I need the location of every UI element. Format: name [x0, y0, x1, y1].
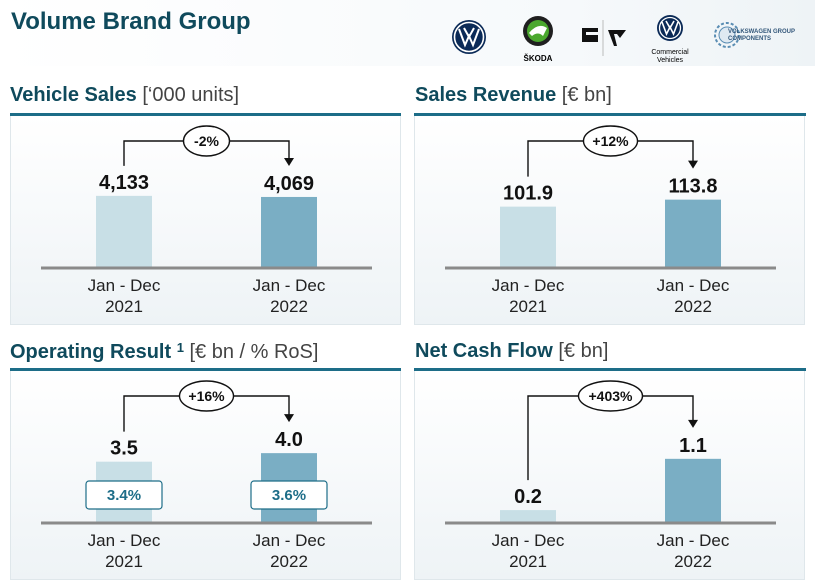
vehicle-sales-title: Vehicle Sales — [10, 84, 137, 106]
sales_revenue-change-badge — [582, 125, 639, 157]
net-cash-flow-rule — [414, 368, 806, 371]
page-title: Volume Brand Group — [11, 8, 251, 35]
skoda-logo: ŠKODA — [516, 14, 560, 63]
operating_result-value-label-1: 4.0 — [275, 429, 303, 451]
commercial-vehicles-caption: Commercial Vehicles — [651, 49, 689, 64]
operating_result-change-badge — [178, 380, 235, 412]
net-cash-flow-title: Net Cash Flow — [415, 340, 553, 362]
operating-result-footnote: 1 — [176, 340, 184, 355]
net_cash_flow-value-label-1: 1.1 — [679, 435, 707, 457]
vehicle_sales-category-label-0-0: Jan - Dec — [88, 276, 161, 295]
sales_revenue-category-label-1-0: Jan - Dec — [657, 276, 730, 295]
operating_result-change-arrowhead — [284, 414, 294, 423]
vehicle_sales-value-label-0: 4,133 — [99, 172, 149, 194]
vehicle-sales-unit: [‘000 units] — [142, 84, 240, 106]
sales_revenue-change-arrowhead — [688, 160, 698, 169]
operating-result-chart: 3.5 Jan - Dec 2021 3.4% 4.0 Jan - Dec 2022 3.6%… — [10, 371, 401, 580]
operating_result-category-label-1-0: Jan - Dec — [253, 531, 326, 550]
net-cash-flow-svg: 0.2 Jan - Dec 2021 1.1 Jan - Dec 2022 +403% — [445, 380, 776, 571]
sales_revenue-bar-1 — [665, 199, 721, 267]
net_cash_flow-category-label-0-1: 2021 — [509, 552, 547, 571]
operating_result-category-label-0-0: Jan - Dec — [88, 531, 161, 550]
sales_revenue-category-label-1-1: 2022 — [674, 297, 712, 316]
net-cash-flow-chart: 0.2 Jan - Dec 2021 1.1 Jan - Dec 2022 +403% — [414, 371, 805, 580]
vw-commercial-vehicles-logo: Commercial Vehicles — [646, 14, 694, 65]
vehicle-sales-heading: Vehicle Sales [‘000 units] — [10, 84, 239, 107]
operating_result-change-label: +16% — [188, 388, 225, 404]
net_cash_flow-value-label-0: 0.2 — [514, 486, 542, 508]
sales_revenue-change-label: +12% — [592, 133, 629, 149]
net_cash_flow-category-label-1-1: 2022 — [674, 552, 712, 571]
vehicle-sales-rule — [10, 113, 401, 116]
net_cash_flow-change-badge — [577, 380, 644, 412]
net_cash_flow-change-label: +403% — [589, 388, 634, 404]
sales-revenue-svg: 101.9 Jan - Dec 2021 113.8 Jan - Dec 2022 +12% — [445, 125, 776, 316]
vehicle_sales-bar-1 — [261, 196, 317, 267]
operating-result-svg: 3.5 Jan - Dec 2021 3.4% 4.0 Jan - Dec 2022 3.6%… — [41, 380, 372, 571]
vehicle_sales-category-label-0-1: 2021 — [105, 297, 143, 316]
vehicle_sales-category-label-1-1: 2022 — [270, 297, 308, 316]
operating_result-ros-label-1: 3.6% — [272, 487, 306, 504]
vehicle_sales-change-label: -2% — [194, 133, 219, 149]
sales_revenue-bar-0 — [500, 206, 556, 267]
sales-revenue-unit: [€ bn] — [561, 84, 612, 106]
net_cash_flow-change-arrowhead — [688, 419, 698, 428]
vw-logo — [450, 18, 488, 61]
operating-result-unit: [€ bn / % RoS] — [189, 341, 319, 363]
vehicle-sales-svg: 4,133 Jan - Dec 2021 4,069 Jan - Dec 2022 -2% — [41, 125, 372, 316]
skoda-logo-caption: ŠKODA — [523, 54, 553, 63]
sales_revenue-category-label-0-1: 2021 — [509, 297, 547, 316]
sales-revenue-chart: 101.9 Jan - Dec 2021 113.8 Jan - Dec 2022 +12% — [414, 116, 805, 325]
sales_revenue-category-label-0-0: Jan - Dec — [492, 276, 565, 295]
net_cash_flow-category-label-1-0: Jan - Dec — [657, 531, 730, 550]
group-components-caption: VOLKSWAGEN GROUP COMPONENTS — [728, 29, 795, 42]
sales_revenue-value-label-1: 113.8 — [669, 176, 718, 198]
net_cash_flow-category-label-0-0: Jan - Dec — [492, 531, 565, 550]
sales-revenue-title: Sales Revenue — [415, 84, 557, 106]
operating_result-ros-label-0: 3.4% — [107, 487, 141, 504]
vehicle_sales-change-arrowhead — [284, 157, 294, 166]
operating-result-title: Operating Result — [10, 341, 172, 363]
net_cash_flow-bar-1 — [665, 458, 721, 522]
vehicle-sales-chart: 4,133 Jan - Dec 2021 4,069 Jan - Dec 2022 -2% — [10, 116, 401, 325]
operating_result-ros-box-0 — [85, 480, 163, 510]
net-cash-flow-heading: Net Cash Flow [€ bn] — [415, 340, 608, 363]
sales_revenue-value-label-0: 101.9 — [503, 183, 553, 205]
vehicle_sales-bar-0 — [96, 195, 152, 267]
operating_result-category-label-0-1: 2021 — [105, 552, 143, 571]
operating-result-rule — [10, 368, 401, 371]
operating_result-category-label-1-1: 2022 — [270, 552, 308, 571]
seat-cupra-logo — [580, 20, 628, 61]
sales-revenue-heading: Sales Revenue [€ bn] — [415, 84, 612, 107]
operating-result-heading: Operating Result 1 [€ bn / % RoS] — [10, 340, 318, 364]
operating_result-ros-box-1 — [250, 480, 328, 510]
net_cash_flow-bar-0 — [500, 510, 556, 522]
vehicle_sales-category-label-1-0: Jan - Dec — [253, 276, 326, 295]
operating_result-value-label-0: 3.5 — [110, 438, 138, 460]
vehicle_sales-change-badge — [182, 125, 231, 157]
sales-revenue-rule — [414, 113, 806, 116]
vehicle_sales-value-label-1: 4,069 — [264, 173, 314, 195]
net-cash-flow-unit: [€ bn] — [558, 340, 609, 362]
